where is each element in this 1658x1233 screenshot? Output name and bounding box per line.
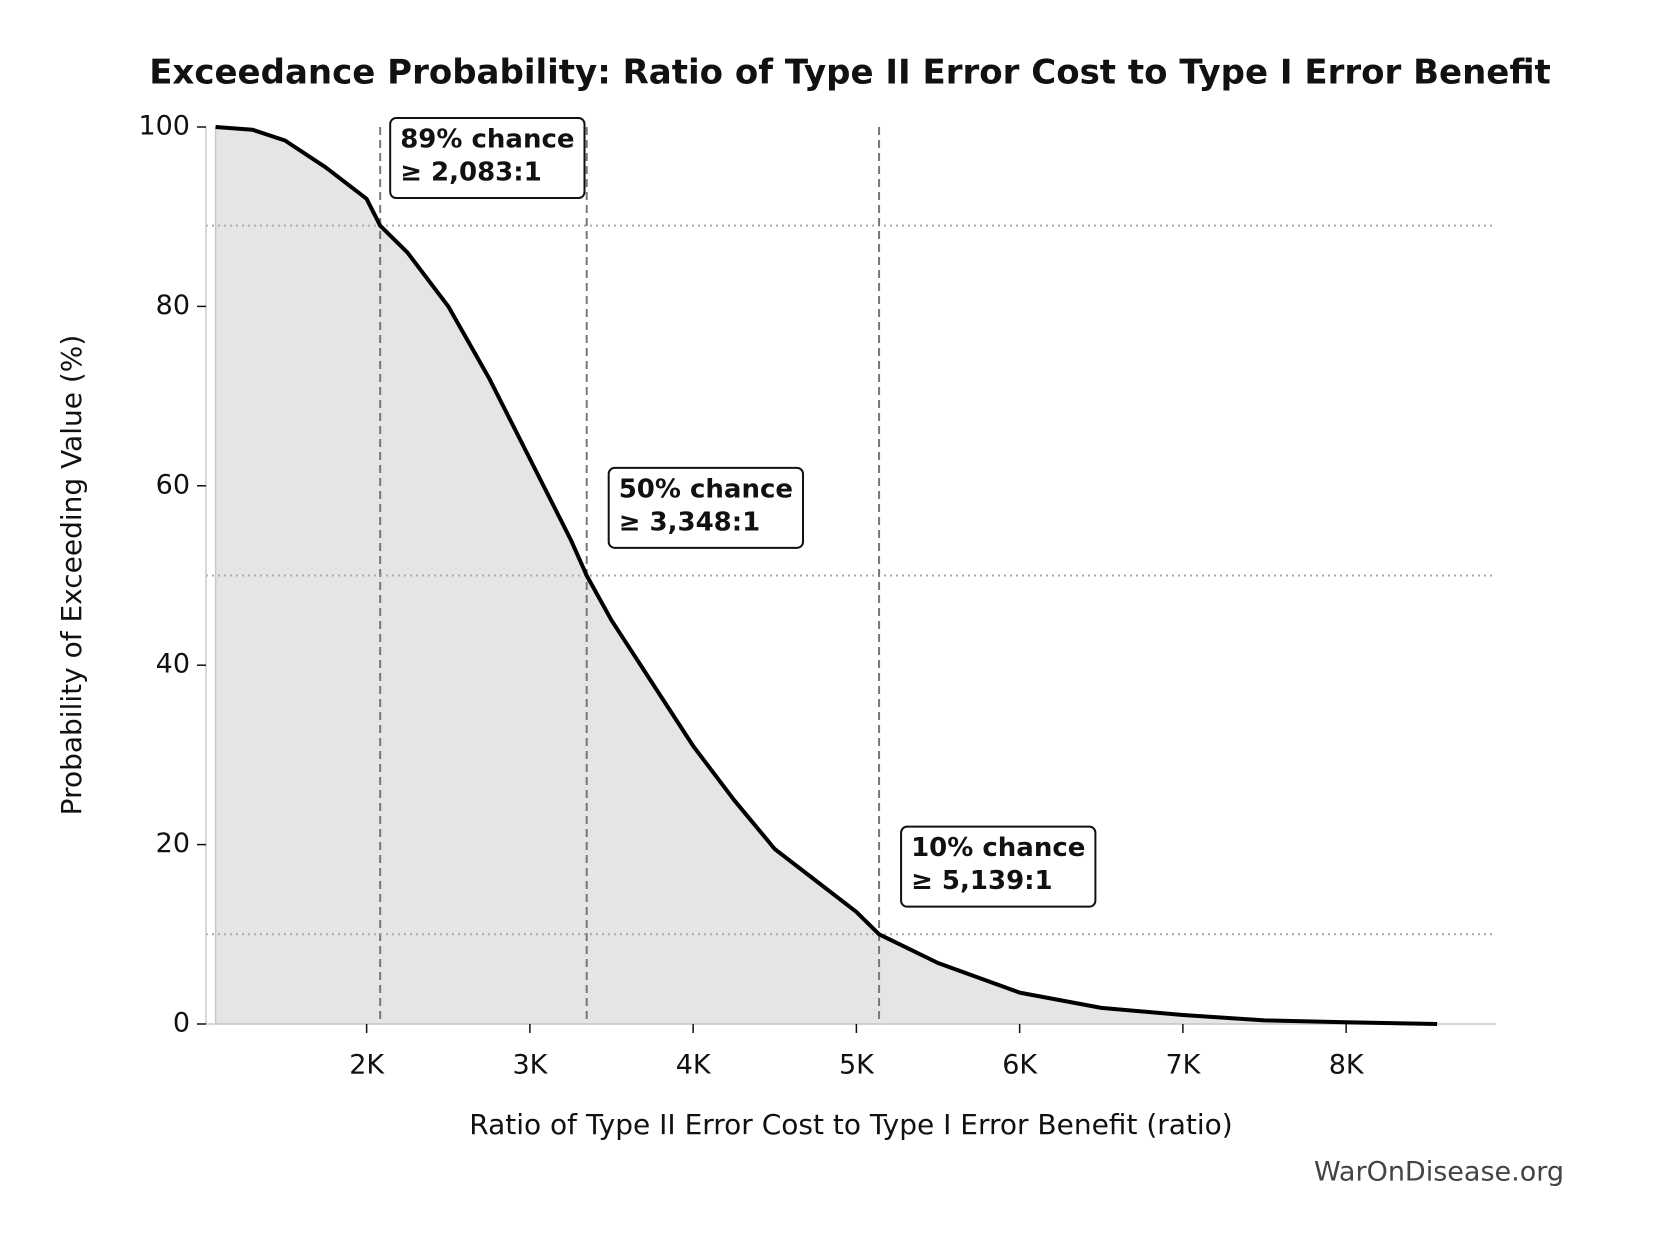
annotation-text: ≥ 3,348:1	[619, 507, 761, 537]
x-tick-label: 3K	[512, 1050, 548, 1081]
annotation-text: ≥ 5,139:1	[911, 866, 1053, 896]
y-tick-label: 20	[156, 828, 190, 859]
annotation-text: 89% chance	[400, 125, 574, 155]
y-tick-label: 80	[156, 290, 190, 321]
y-axis-label: Probability of Exceeding Value (%)	[55, 335, 88, 816]
annotation: 89% chance≥ 2,083:1	[389, 117, 586, 200]
annotation-box	[389, 117, 586, 200]
annotation-text: 50% chance	[619, 474, 793, 504]
annotation-box	[900, 825, 1097, 908]
x-tick-label: 6K	[1002, 1050, 1038, 1081]
curve	[215, 125, 1438, 1026]
y-tick-label: 40	[156, 649, 190, 680]
chart-title: Exceedance Probability: Ratio of Type II…	[149, 53, 1551, 93]
y-tick-label: 100	[138, 111, 190, 142]
y-tick-label: 60	[156, 469, 190, 500]
y-tick-label: 0	[173, 1008, 190, 1039]
annotation: 10% chance≥ 5,139:1	[900, 825, 1097, 908]
x-tick-label: 7K	[1165, 1050, 1201, 1081]
annotation: 50% chance≥ 3,348:1	[607, 466, 805, 549]
annotation-box	[607, 466, 805, 549]
x-tick-label: 2K	[349, 1050, 385, 1081]
x-tick-label: 4K	[676, 1050, 712, 1081]
x-tick-label: 8K	[1329, 1050, 1365, 1081]
watermark: WarOnDisease.org	[1314, 1157, 1564, 1188]
x-tick-label: 5K	[839, 1050, 875, 1081]
annotation-text: 10% chance	[911, 833, 1085, 863]
x-axis-label: Ratio of Type II Error Cost to Type I Er…	[469, 1108, 1232, 1141]
annotation-text: ≥ 2,083:1	[400, 158, 542, 188]
